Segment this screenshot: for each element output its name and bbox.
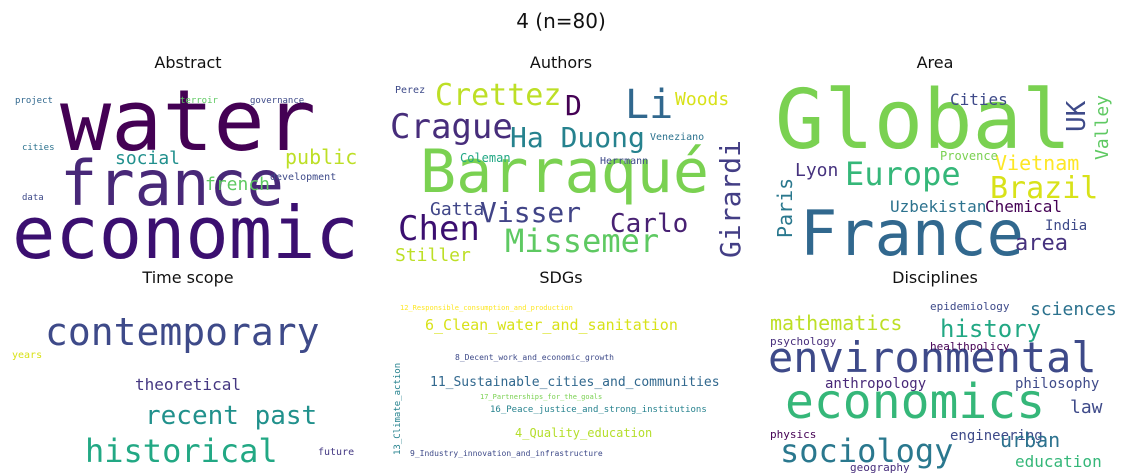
figure-title: 4 (n=80) xyxy=(516,9,606,33)
cloud-word: project xyxy=(15,96,53,106)
cloud-word: Uzbekistan xyxy=(890,197,986,216)
cloud-word: french xyxy=(205,174,270,195)
cloud-word: physics xyxy=(770,428,816,441)
cloud-word: water xyxy=(60,72,316,171)
cloud-word: anthropology xyxy=(825,376,926,392)
cloud-word: Herrmann xyxy=(600,156,648,167)
cloud-word: 17_Partnerships_for_the_goals xyxy=(480,393,602,401)
cloud-word: education xyxy=(1015,452,1102,471)
cloud-word: historical xyxy=(85,432,278,470)
cloud-word: Li xyxy=(625,82,673,128)
cloud-word: sociology xyxy=(780,432,953,470)
cloud-word: Woods xyxy=(675,89,729,110)
cloud-word: Stiller xyxy=(395,245,471,266)
cloud-word: Gatta xyxy=(430,199,484,220)
cloud-word: theoretical xyxy=(135,375,241,394)
cloud-word: 9_Industry_innovation_and_infrastructure xyxy=(410,449,603,458)
cloud-word: history xyxy=(940,315,1041,343)
cloud-word: 8_Decent_work_and_economic_growth xyxy=(455,353,614,362)
cloud-word: France xyxy=(800,197,1024,270)
cloud-word: 13_Climate_action xyxy=(393,363,403,455)
cloud-word: public xyxy=(285,145,357,169)
cloud-word: Crettez xyxy=(435,78,561,113)
panel-title: Area xyxy=(917,53,954,72)
cloud-word: healthpolicy xyxy=(930,340,1010,353)
cloud-word: Provence xyxy=(940,149,998,163)
cloud-word: terroir xyxy=(180,96,219,106)
cloud-word: Visser xyxy=(480,196,581,229)
cloud-word: economic xyxy=(12,191,359,275)
panel-title: Disciplines xyxy=(892,268,978,287)
cloud-word: law xyxy=(1070,397,1103,418)
cloud-word: Brazil xyxy=(990,171,1098,206)
cloud-word: data xyxy=(22,193,44,203)
cloud-word: years xyxy=(12,350,42,361)
cloud-word: psychology xyxy=(770,335,837,348)
cloud-word: Crague xyxy=(390,107,513,147)
cloud-word: engineering xyxy=(950,428,1043,444)
cloud-word: Cities xyxy=(950,90,1008,109)
cloud-word: france xyxy=(60,147,284,220)
cloud-word: 12_Responsible_consumption_and_productio… xyxy=(400,304,573,312)
panel-title: Authors xyxy=(530,53,592,72)
cloud-word: economics xyxy=(785,374,1045,430)
cloud-word: governance xyxy=(250,96,304,106)
cloud-word: social xyxy=(115,148,180,169)
cloud-word: Perez xyxy=(395,85,425,96)
cloud-word: sciences xyxy=(1030,299,1117,320)
cloud-word: 11_Sustainable_cities_and_communities xyxy=(430,375,720,390)
cloud-word: 16_Peace_justice_and_strong_institutions xyxy=(490,405,707,415)
cloud-word: philosophy xyxy=(1015,376,1099,392)
cloud-word: D xyxy=(565,89,582,122)
cloud-word: Lyon xyxy=(795,160,838,181)
panel-title: Time scope xyxy=(141,268,233,287)
cloud-word: Global xyxy=(775,73,1071,168)
panel-title: Abstract xyxy=(154,53,221,72)
cloud-word: recent past xyxy=(145,401,317,431)
cloud-word: Europe xyxy=(845,155,961,193)
cloud-word: Chemical xyxy=(985,197,1062,216)
cloud-word: Coleman xyxy=(460,151,511,165)
cloud-word: area xyxy=(1015,231,1068,256)
cloud-word: UK xyxy=(1062,100,1092,132)
cloud-word: Missemer xyxy=(505,222,659,260)
cloud-word: Veneziano xyxy=(650,132,704,143)
cloud-word: Valley xyxy=(1092,95,1113,160)
cloud-word: cities xyxy=(22,143,55,153)
cloud-word: Chen xyxy=(398,209,480,249)
cloud-word: epidemiology xyxy=(930,300,1010,313)
cloud-word: environmental xyxy=(768,333,1097,382)
cloud-word: 6_Clean_water_and_sanitation xyxy=(425,316,678,334)
cloud-word: Paris xyxy=(773,178,797,238)
cloud-word: Barraqué xyxy=(420,137,709,207)
cloud-word: mathematics xyxy=(770,311,902,335)
cloud-word: Girardi xyxy=(714,140,747,258)
cloud-word: future xyxy=(318,447,354,458)
cloud-word: 4_Quality_education xyxy=(515,426,652,440)
panel-title: SDGs xyxy=(539,268,582,287)
cloud-word: Vietnam xyxy=(995,151,1079,175)
cloud-word: Carlo xyxy=(610,209,688,239)
cloud-word: geography xyxy=(850,461,910,474)
cloud-word: development xyxy=(270,172,336,183)
cloud-word: urban xyxy=(1000,428,1060,452)
cloud-word: India xyxy=(1045,218,1087,234)
cloud-word: Ha Duong xyxy=(510,121,645,154)
cloud-word: contemporary xyxy=(45,310,320,354)
